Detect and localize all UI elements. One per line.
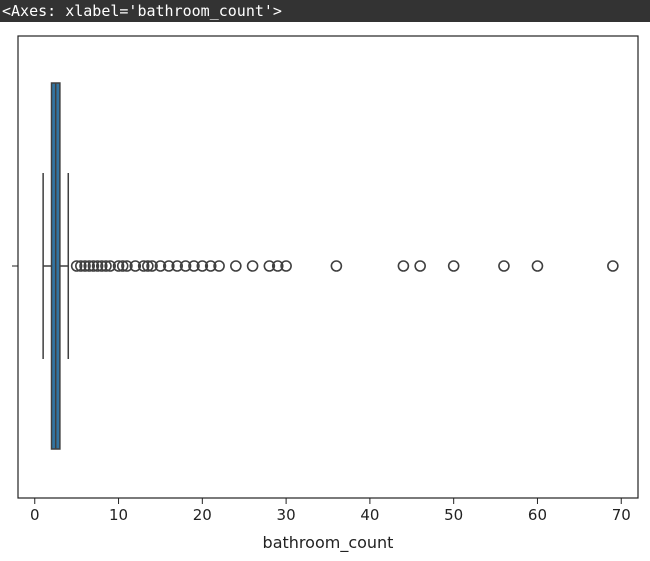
- outlier-point: [280, 260, 292, 272]
- outlier-point: [91, 260, 104, 272]
- outlier-point: [116, 260, 129, 272]
- outlier-point: [142, 260, 154, 272]
- outlier-point: [83, 260, 96, 272]
- outlier-point: [196, 260, 209, 272]
- x-axis-label: bathroom_count: [263, 533, 394, 553]
- outlier-point: [447, 260, 460, 272]
- outlier-point: [75, 260, 87, 272]
- outlier-point: [414, 260, 426, 272]
- outlier-point: [271, 260, 284, 272]
- output-repr: <Axes: xlabel='bathroom_count'>: [0, 0, 650, 22]
- x-tick-label: 0: [30, 506, 40, 524]
- outlier-point: [607, 260, 619, 272]
- outlier-point: [100, 260, 112, 272]
- outlier-point: [204, 260, 217, 272]
- outlier-point: [397, 260, 410, 272]
- outlier-point: [531, 260, 544, 272]
- outlier-point: [154, 260, 167, 272]
- x-tick-label: 10: [109, 506, 128, 524]
- outlier-point: [79, 260, 91, 272]
- x-tick-label: 30: [277, 506, 296, 524]
- outlier-point: [230, 260, 242, 272]
- x-tick-label: 20: [193, 506, 212, 524]
- outlier-point: [112, 260, 125, 272]
- outlier-point: [137, 260, 150, 272]
- plot-area-frame: [17, 35, 639, 499]
- outlier-point: [163, 260, 175, 272]
- outlier-point: [498, 260, 510, 272]
- outlier-point: [171, 260, 183, 272]
- outlier-point: [179, 260, 192, 272]
- outlier-point: [330, 260, 343, 272]
- outlier-point: [70, 260, 83, 272]
- outlier-point: [121, 260, 133, 272]
- outlier-point: [129, 260, 142, 272]
- x-tick-label: 50: [444, 506, 463, 524]
- outlier-point: [246, 260, 259, 272]
- x-tick-label: 70: [612, 506, 631, 524]
- outlier-point: [95, 260, 108, 272]
- outlier-point: [87, 260, 100, 272]
- outlier-point: [146, 260, 158, 272]
- outlier-point: [263, 260, 276, 272]
- boxplot-chart: 0 10 20 30 40 50 60 70 bathroom_count: [12, 35, 639, 553]
- outlier-point: [213, 260, 225, 272]
- x-tick-label: 60: [528, 506, 547, 524]
- outlier-point: [104, 260, 116, 272]
- outlier-point: [188, 260, 200, 272]
- x-tick-label: 40: [360, 506, 379, 524]
